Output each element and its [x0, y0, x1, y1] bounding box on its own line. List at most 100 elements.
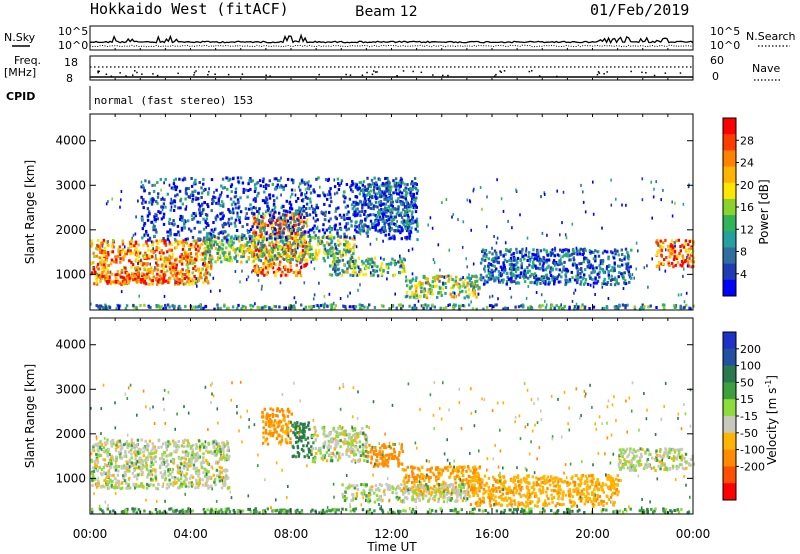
- heat-cell: [194, 281, 197, 285]
- heat-cell: [378, 208, 381, 212]
- heat-cell: [609, 250, 613, 254]
- heat-cell: [482, 254, 485, 258]
- heat-cell: [289, 225, 292, 228]
- heat-cell: [564, 274, 568, 278]
- heat-cell: [572, 258, 576, 262]
- heat-cell: [287, 226, 291, 230]
- heat-cell: [145, 257, 149, 261]
- heat-cell: [251, 237, 254, 241]
- heat-cell: [522, 304, 525, 308]
- heat-cell: [146, 475, 149, 479]
- heat-cell: [152, 223, 155, 227]
- heat-cell: [174, 177, 177, 181]
- heat-cell: [115, 307, 118, 311]
- heat-cell: [516, 261, 519, 264]
- heat-cell: [554, 262, 557, 265]
- heat-cell: [203, 201, 206, 204]
- heat-cell: [495, 254, 498, 258]
- heat-cell: [210, 246, 213, 250]
- heat-cell: [164, 478, 167, 482]
- heat-cell: [411, 247, 414, 251]
- heat-cell: [561, 221, 563, 225]
- heat-cell: [624, 279, 627, 283]
- heat-cell: [375, 269, 379, 273]
- heat-cell: [184, 188, 188, 192]
- heat-cell: [168, 261, 172, 265]
- heat-cell: [266, 271, 269, 275]
- heat-cell: [175, 245, 178, 249]
- heat-cell: [538, 262, 542, 266]
- heat-cell: [284, 268, 287, 272]
- heat-cell: [338, 213, 342, 217]
- heat-cell: [231, 305, 235, 309]
- heat-cell: [180, 262, 184, 266]
- heat-cell: [162, 202, 166, 206]
- heat-cell: [673, 246, 677, 250]
- heat-cell: [299, 252, 302, 256]
- heat-cell: [279, 246, 282, 250]
- heat-cell: [333, 258, 336, 262]
- heat-cell: [153, 234, 156, 238]
- heat-cell: [278, 211, 281, 215]
- heat-cell: [422, 290, 426, 294]
- heat-cell: [148, 180, 150, 184]
- heat-cell: [130, 261, 133, 265]
- heat-cell: [210, 264, 213, 267]
- heat-cell: [259, 252, 262, 256]
- heat-cell: [151, 282, 154, 286]
- heat-cell: [258, 222, 260, 226]
- heat-cell: [496, 236, 499, 240]
- heat-cell: [388, 222, 392, 226]
- heat-cell: [560, 270, 564, 274]
- heat-cell: [155, 248, 158, 252]
- heat-cell: [252, 250, 256, 254]
- heat-cell: [156, 263, 159, 267]
- heat-cell: [334, 253, 337, 257]
- heat-cell: [295, 273, 298, 277]
- heat-cell: [334, 304, 337, 308]
- heat-cell: [321, 243, 325, 247]
- heat-cell: [230, 242, 233, 245]
- heat-cell: [261, 268, 265, 272]
- heat-cell: [156, 268, 160, 272]
- heat-cell: [176, 277, 179, 281]
- heat-cell: [285, 254, 288, 258]
- heat-cell: [399, 184, 402, 188]
- heat-cell: [253, 197, 257, 201]
- heat-cell: [182, 466, 186, 470]
- heat-cell: [280, 253, 284, 256]
- nsearch-tick-top: 10^5: [710, 25, 740, 38]
- heat-cell: [405, 275, 407, 279]
- heat-cell: [519, 272, 523, 276]
- heat-cell: [151, 183, 154, 187]
- heat-cell: [281, 245, 284, 249]
- heat-cell: [305, 191, 308, 195]
- heat-cell: [294, 226, 297, 230]
- heat-cell: [588, 307, 591, 310]
- heat-cell: [489, 263, 493, 266]
- heat-cell: [237, 206, 240, 210]
- heat-cell: [104, 306, 108, 310]
- heat-cell: [516, 281, 519, 285]
- heat-cell: [286, 253, 289, 256]
- heat-cell: [580, 262, 583, 265]
- heat-cell: [204, 213, 208, 216]
- heat-cell: [323, 252, 327, 256]
- heat-cell: [621, 273, 625, 277]
- heat-cell: [609, 268, 613, 272]
- heat-cell: [409, 237, 412, 241]
- heat-cell: [685, 291, 688, 295]
- heat-cell: [97, 272, 100, 276]
- heat-cell: [264, 222, 267, 226]
- heat-cell: [546, 233, 548, 237]
- heat-cell: [164, 279, 168, 283]
- heat-cell: [601, 259, 605, 262]
- heat-cell: [410, 194, 413, 198]
- ytick-label: 3000: [55, 178, 86, 192]
- heat-cell: [451, 278, 454, 281]
- heat-cell: [209, 273, 211, 277]
- heat-cell: [145, 229, 148, 233]
- heat-cell: [539, 305, 542, 309]
- heat-cell: [359, 199, 362, 203]
- heat-cell: [221, 239, 224, 243]
